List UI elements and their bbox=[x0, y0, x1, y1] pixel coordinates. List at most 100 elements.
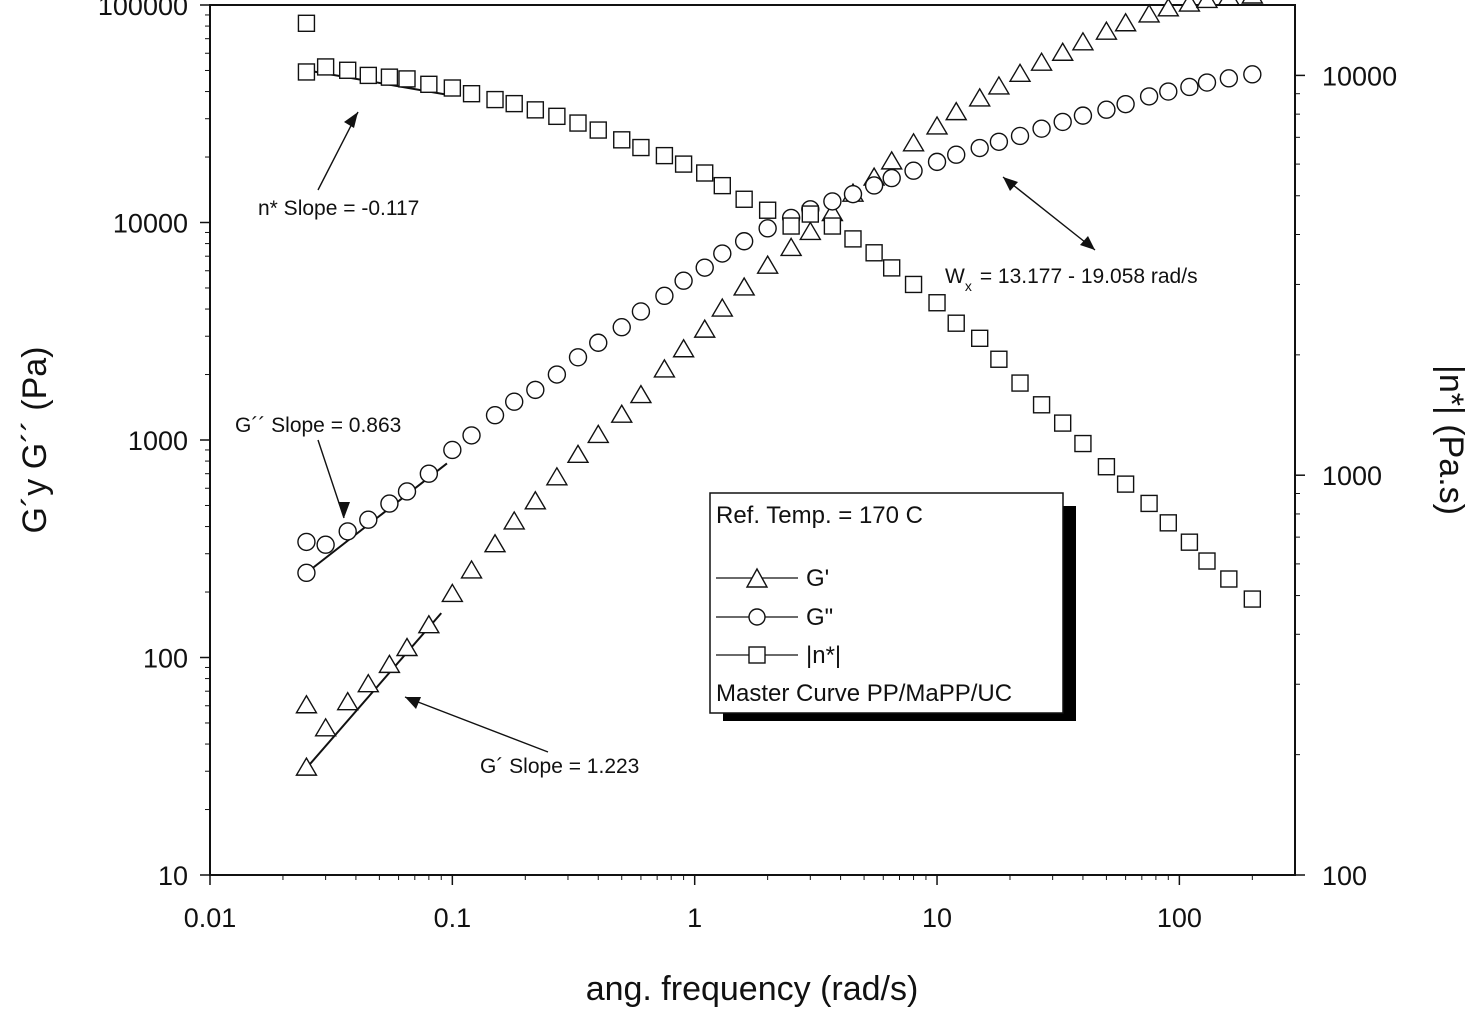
y2-axis-title: |n*| (Pa.s) bbox=[1432, 365, 1470, 515]
eta-point bbox=[1243, 590, 1262, 608]
eta-point bbox=[526, 101, 545, 119]
eta-point bbox=[696, 164, 714, 182]
gpp-point bbox=[1180, 77, 1199, 97]
tick-marks: 0.01 0.1 1 10 100 10 100 1000 10000 100000 100 1000… bbox=[98, 0, 1397, 933]
gp-slope-arrow bbox=[404, 696, 549, 753]
wx-symbol: W bbox=[945, 265, 965, 288]
gp-point bbox=[357, 673, 380, 693]
gpp-point bbox=[1053, 112, 1072, 132]
gpp-point bbox=[713, 244, 732, 263]
eta-point bbox=[758, 201, 777, 219]
gp-point bbox=[711, 297, 734, 317]
eta-point bbox=[1053, 414, 1072, 432]
gpp-point bbox=[359, 510, 378, 529]
eta-point bbox=[713, 176, 731, 195]
gpp-point bbox=[882, 168, 901, 188]
gpp-point bbox=[1073, 106, 1093, 125]
gpp-point bbox=[380, 494, 399, 513]
legend-box bbox=[709, 492, 1064, 714]
eta-point bbox=[1159, 514, 1177, 532]
wx-annotation: Wx = 13.177 - 19.058 rad/s bbox=[945, 265, 1198, 294]
eta-point bbox=[398, 70, 416, 88]
gp-point bbox=[524, 490, 547, 510]
gp-point bbox=[629, 384, 653, 404]
gp-point bbox=[566, 443, 590, 464]
gp-point bbox=[1195, 0, 1219, 9]
gp-point bbox=[460, 559, 483, 579]
gpp-slope-annotation: G´´ Slope = 0.863 bbox=[235, 414, 401, 437]
gp-point bbox=[1217, 0, 1241, 6]
eta-point bbox=[632, 138, 650, 157]
gp-point bbox=[902, 132, 925, 152]
gp-point bbox=[672, 338, 695, 358]
gp-point bbox=[441, 583, 464, 603]
gpp-point bbox=[297, 563, 316, 583]
legend-label-gp: G' bbox=[806, 565, 829, 592]
eta-point bbox=[844, 230, 862, 248]
gpp-point bbox=[631, 302, 651, 321]
eta-point bbox=[674, 155, 693, 173]
gp-point bbox=[1030, 51, 1053, 71]
gp-point bbox=[944, 101, 968, 121]
x-tick-label: 10 bbox=[922, 903, 952, 933]
eta-point bbox=[359, 66, 378, 85]
wx-subscript: x bbox=[965, 278, 972, 294]
legend-footer: Master Curve PP/MaPP/UC bbox=[716, 680, 1012, 707]
legend-marker-square bbox=[748, 646, 766, 664]
y2-tick-label: 10000 bbox=[1322, 61, 1397, 91]
gp-point bbox=[610, 403, 633, 423]
gpp-point bbox=[864, 176, 884, 195]
gp-point bbox=[1051, 41, 1074, 61]
gpp-point bbox=[1197, 73, 1217, 92]
y-tick-label: 10 bbox=[158, 861, 188, 891]
eta-point bbox=[443, 79, 462, 97]
eta-point bbox=[380, 68, 399, 86]
gpp-point bbox=[1010, 126, 1030, 146]
eta-point bbox=[316, 58, 335, 76]
gpp-point bbox=[443, 440, 462, 460]
eta-point bbox=[613, 131, 631, 149]
y-tick-label: 100 bbox=[143, 644, 188, 674]
gpp-point bbox=[947, 145, 966, 164]
eta-point bbox=[735, 190, 753, 208]
gpp-point bbox=[419, 464, 439, 483]
gp-point bbox=[732, 276, 756, 296]
gp-point bbox=[295, 694, 318, 714]
gpp-point bbox=[505, 392, 524, 411]
gpp-point bbox=[1139, 87, 1159, 106]
eta-point bbox=[486, 90, 504, 109]
gp-point bbox=[1095, 20, 1118, 40]
legend-marker-circle bbox=[748, 608, 766, 626]
eta-point bbox=[569, 114, 587, 132]
eta-point bbox=[1032, 396, 1051, 414]
eta-point bbox=[1116, 475, 1135, 493]
gpp-point bbox=[526, 380, 545, 400]
gp-point bbox=[295, 756, 318, 776]
eta-point bbox=[1180, 533, 1199, 551]
legend-marker-triangle bbox=[745, 567, 769, 588]
eta-point bbox=[1097, 458, 1116, 476]
y-tick-label: 10000 bbox=[113, 209, 188, 239]
eta-point bbox=[297, 14, 316, 32]
gp-point bbox=[1137, 3, 1161, 23]
gpp-point bbox=[547, 365, 567, 384]
gpp-point bbox=[674, 271, 693, 290]
gp-point bbox=[756, 254, 779, 274]
gpp-point bbox=[397, 482, 417, 501]
x-tick-label: 1 bbox=[687, 903, 702, 933]
gpp-point bbox=[823, 192, 842, 211]
eta-point bbox=[928, 294, 946, 312]
gp-point bbox=[378, 653, 401, 674]
gpp-point bbox=[927, 152, 947, 172]
eta-point bbox=[971, 329, 989, 348]
eta-point bbox=[338, 61, 357, 79]
gp-point bbox=[987, 75, 1011, 95]
eta-point bbox=[801, 205, 820, 223]
gpp-point bbox=[695, 258, 714, 277]
annotations: n* Slope = -0.117 G´´ Slope = 0.863 G´ S… bbox=[235, 111, 1198, 778]
gpp-point bbox=[297, 532, 316, 552]
gp-point bbox=[1008, 62, 1032, 83]
gp-point bbox=[1157, 0, 1180, 17]
gp-point bbox=[799, 221, 822, 241]
